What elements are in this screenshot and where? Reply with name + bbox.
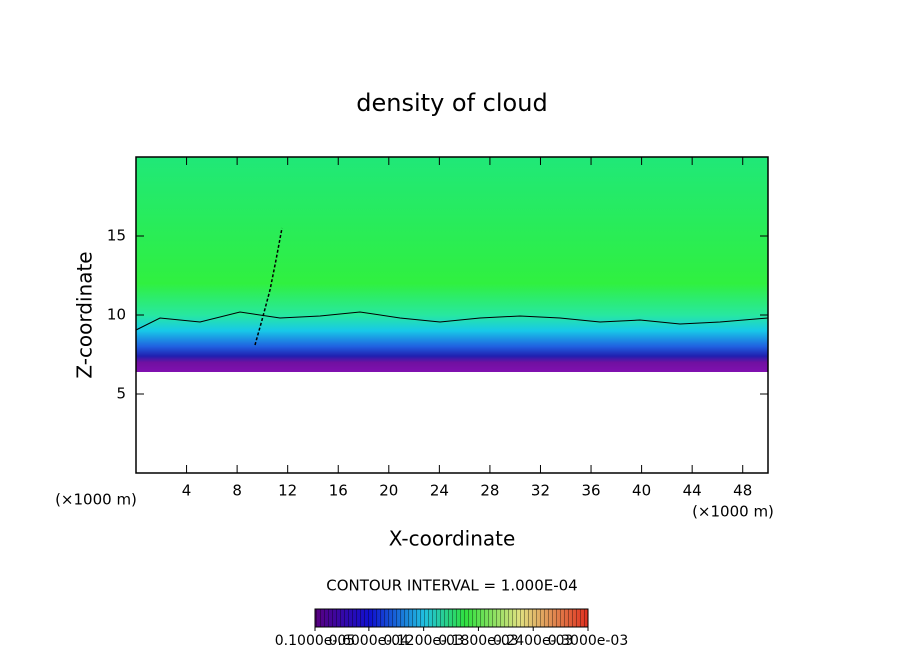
x-tick-label: 40 [632,482,651,500]
y-tick-label: 10 [107,306,126,324]
x-tick-label: 8 [232,482,242,500]
colorbar-label: 0.1800e-03 [438,633,518,649]
chart-title: density of cloud [356,89,547,117]
x-axis-label: X-coordinate [389,527,516,551]
x-tick-label: 20 [379,482,398,500]
x-unit: (×1000 m) [55,491,137,509]
colorbar-label: 0.1200e-03 [383,633,463,649]
x-tick-label: 28 [480,482,499,500]
contour-line [254,227,283,346]
x-tick-label: 44 [683,482,702,500]
y-unit: (×1000 m) [692,503,774,521]
contour-interval: CONTOUR INTERVAL = 1.000E-04 [326,577,577,595]
colorbar-frame [314,608,589,628]
y-tick-label: 15 [107,227,126,245]
x-tick-label: 24 [430,482,449,500]
contour-line [135,311,769,331]
colorbar-label: 0.1000e-05 [275,633,355,649]
x-tick-label: 12 [278,482,297,500]
colorbar-cells [315,609,588,627]
colorbar-label: 0.3000e-03 [548,633,628,649]
x-tick-label: 48 [733,482,752,500]
colorbar-label: 0.2400e-03 [493,633,573,649]
y-tick-label: 5 [116,385,126,403]
colorbar-label: 0.6000e-04 [329,633,410,649]
x-tick-label: 32 [531,482,550,500]
x-tick-label: 16 [329,482,348,500]
y-axis-label: Z-coordinate [73,251,97,378]
x-tick-label: 36 [581,482,600,500]
x-tick-label: 4 [182,482,192,500]
field [136,157,768,473]
